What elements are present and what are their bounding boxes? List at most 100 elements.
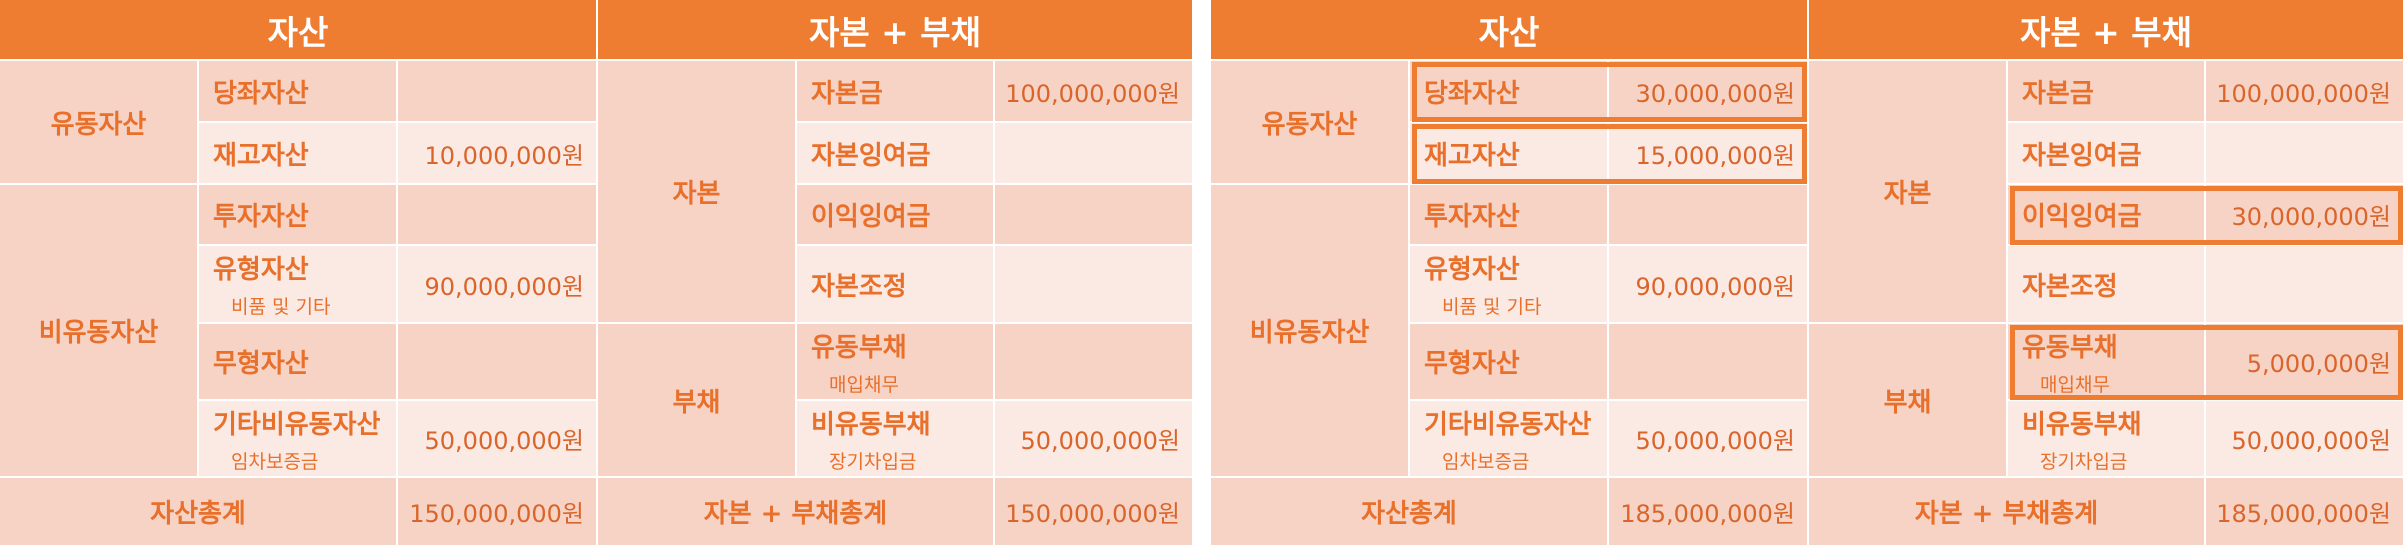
- liability-group-label: 부채: [1883, 387, 1932, 418]
- asset-item-sub: 임차보증금: [1442, 450, 1530, 473]
- liability-equity-item-name: 비유동부채: [2022, 409, 2142, 440]
- asset-item-name: 무형자산: [1424, 349, 1520, 379]
- asset-item-name: 유형자산: [213, 255, 309, 285]
- assets-total-value: 150,000,000원: [398, 478, 598, 547]
- change-highlight-box: [2010, 325, 2403, 400]
- asset-row-label: 재고자산: [1410, 123, 1609, 185]
- asset-row-value: 10,000,000원: [398, 123, 598, 185]
- current-assets-group: 유동자산: [1211, 61, 1410, 185]
- noncurrent-assets-group-label: 비유동자산: [1249, 318, 1370, 348]
- change-highlight-box: [2010, 186, 2403, 245]
- current-assets-group-label: 유동자산: [50, 109, 147, 140]
- change-highlight-box: [1412, 124, 1807, 184]
- liability-equity-item-value: 30,000,000원: [2231, 203, 2392, 231]
- asset-item-name: 기타비유동자산: [1424, 409, 1592, 440]
- asset-item-name: 당좌자산: [1424, 78, 1520, 109]
- liability-equity-row-value: 50,000,000원: [2206, 401, 2405, 478]
- liability-equity-row-value: 30,000,000원: [2206, 185, 2405, 246]
- asset-row-value: 15,000,000원: [1609, 123, 1809, 185]
- assets-total-label: 자산총계: [0, 478, 398, 547]
- equity-group-label: 자본: [672, 179, 721, 209]
- asset-row-label: 무형자산: [199, 324, 398, 401]
- asset-item-name: 당좌자산: [213, 78, 309, 109]
- noncurrent-assets-group: 비유동자산: [1211, 185, 1410, 478]
- assets-total-label: 자산총계: [1211, 478, 1609, 547]
- change-highlight-box: [1412, 62, 1807, 122]
- assets-total-value: 185,000,000원: [1609, 478, 1809, 547]
- asset-row-label: 기타비유동자산 임차보증금: [199, 401, 398, 478]
- asset-item-name: 유형자산: [1424, 255, 1520, 285]
- liability-equity-item-name: 자본금: [2022, 78, 2094, 109]
- liabilities-equity-total-value: 150,000,000원: [995, 478, 1194, 547]
- liability-equity-item-name: 자본조정: [811, 271, 907, 302]
- asset-item-value: 30,000,000원: [1635, 79, 1796, 108]
- liability-equity-row-value: [995, 123, 1194, 185]
- liability-equity-item-value: 5,000,000원: [2246, 350, 2391, 378]
- asset-item-name: 투자자산: [213, 202, 309, 232]
- asset-row-value: [398, 185, 598, 246]
- liability-equity-item-name: 자본조정: [2022, 271, 2118, 302]
- liability-equity-row-label: 자본조정: [797, 246, 995, 324]
- liability-equity-row-label: 비유동부채 장기차입금: [797, 401, 995, 478]
- noncurrent-assets-group: 비유동자산: [0, 185, 199, 478]
- liabilities-equity-header: 자본 + 부채: [598, 0, 1194, 61]
- liability-equity-item-value: 100,000,000원: [2216, 79, 2391, 108]
- assets-total-label-text: 자산총계: [150, 499, 246, 529]
- assets-total-value-text: 150,000,000원: [409, 500, 584, 528]
- liability-equity-item-name: 유동부채: [811, 332, 907, 363]
- assets-header: 자산: [0, 0, 598, 61]
- liability-equity-row-value: 50,000,000원: [995, 401, 1194, 478]
- liability-group: 부채: [1809, 324, 2008, 478]
- asset-item-value: 50,000,000원: [1635, 427, 1796, 455]
- liability-equity-row-label: 유동부채 매입채무: [797, 324, 995, 401]
- liabilities-equity-header-text: 자본 + 부채: [2019, 12, 2193, 52]
- liability-equity-row-label: 자본잉여금: [2008, 123, 2206, 185]
- liability-equity-item-sub: 장기차입금: [2040, 450, 2128, 473]
- asset-item-sub: 임차보증금: [231, 450, 319, 473]
- liability-equity-row-value: 100,000,000원: [995, 61, 1194, 123]
- noncurrent-assets-group-label: 비유동자산: [38, 318, 159, 348]
- liability-equity-item-value: 50,000,000원: [1020, 427, 1181, 455]
- asset-item-name: 투자자산: [1424, 202, 1520, 232]
- current-assets-group-label: 유동자산: [1261, 109, 1358, 140]
- asset-row-value: 90,000,000원: [1609, 246, 1809, 324]
- assets-header: 자산: [1211, 0, 1809, 61]
- liability-equity-row-value: [995, 185, 1194, 246]
- equity-group-label: 자본: [1883, 179, 1932, 209]
- asset-row-value: 50,000,000원: [1609, 401, 1809, 478]
- liability-equity-row-label: 자본금: [2008, 61, 2206, 123]
- asset-item-value: 90,000,000원: [424, 272, 585, 301]
- asset-item-name: 재고자산: [1424, 140, 1520, 171]
- assets-header-text: 자산: [267, 12, 329, 52]
- asset-row-value: 50,000,000원: [398, 401, 598, 478]
- asset-row-label: 무형자산: [1410, 324, 1609, 401]
- asset-row-label: 유형자산 비품 및 기타: [199, 246, 398, 324]
- liability-equity-row-value: [2206, 123, 2405, 185]
- liability-equity-row-label: 유동부채 매입채무: [2008, 324, 2206, 401]
- liabilities-equity-total-value-text: 150,000,000원: [1005, 500, 1180, 528]
- asset-item-value: 90,000,000원: [1635, 272, 1796, 301]
- liability-equity-row-label: 이익잉여금: [2008, 185, 2206, 246]
- asset-row-label: 재고자산: [199, 123, 398, 185]
- asset-row-label: 당좌자산: [199, 61, 398, 123]
- liabilities-equity-total-label-text: 자본 + 부채총계: [1914, 499, 2099, 529]
- assets-header-text: 자산: [1478, 12, 1540, 52]
- liability-equity-row-value: 100,000,000원: [2206, 61, 2405, 123]
- asset-item-value: 10,000,000원: [424, 141, 585, 170]
- asset-row-value: 30,000,000원: [1609, 61, 1809, 123]
- liabilities-equity-total-label: 자본 + 부채총계: [598, 478, 995, 547]
- liability-equity-item-sub: 매입채무: [2040, 373, 2110, 396]
- asset-row-value: [398, 61, 598, 123]
- equity-group: 자본: [1809, 61, 2008, 324]
- liabilities-equity-total-value-text: 185,000,000원: [2216, 500, 2391, 528]
- liabilities-equity-total-value: 185,000,000원: [2206, 478, 2405, 547]
- asset-item-name: 재고자산: [213, 140, 309, 171]
- liability-equity-row-value: 5,000,000원: [2206, 324, 2405, 401]
- liability-equity-item-name: 자본금: [811, 78, 883, 109]
- asset-row-value: 90,000,000원: [398, 246, 598, 324]
- asset-item-name: 무형자산: [213, 349, 309, 379]
- liability-equity-item-name: 이익잉여금: [2022, 202, 2142, 232]
- balance-sheet-after: 자산 자본 + 부채 유동자산 비유동자산 당좌자산 30,000,000원 재고자산 15,…: [1211, 0, 2405, 547]
